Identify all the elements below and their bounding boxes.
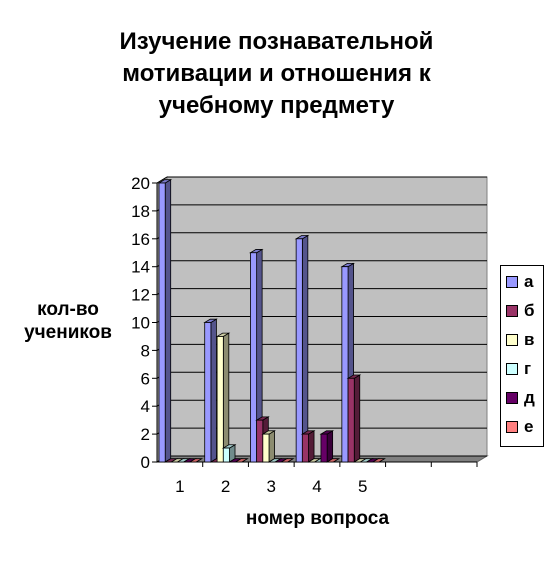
y-tick-label: 10 — [131, 314, 150, 333]
chart-title-line-1: Изучение познавательной — [119, 28, 434, 55]
legend-item: е — [506, 417, 533, 437]
chart-title-line-3: учебному предмету — [158, 92, 395, 119]
x-tick-label: 2 — [221, 477, 230, 496]
bar — [221, 444, 237, 463]
legend-swatch — [506, 334, 518, 346]
legend-label: е — [524, 417, 534, 436]
y-axis-title-line-1: кол-во — [37, 299, 99, 320]
legend-swatch — [506, 363, 518, 375]
bar — [346, 374, 362, 463]
bar — [371, 458, 387, 463]
y-tick-label: 14 — [131, 258, 150, 277]
legend-swatch — [506, 392, 518, 404]
legend-label: б — [524, 301, 535, 320]
x-tick-label: 5 — [358, 477, 367, 496]
y-tick-label: 18 — [131, 202, 150, 221]
legend-swatch — [506, 305, 518, 317]
y-axis-title: кол-во учеников — [10, 298, 126, 344]
chart-title: Изучение познавательной мотивации и отно… — [0, 26, 553, 122]
bar — [261, 430, 276, 463]
y-tick-label: 0 — [141, 453, 150, 472]
x-tick-label: 1 — [175, 477, 184, 496]
chart-title-line-2: мотивации и отношения к — [122, 60, 431, 87]
bar — [279, 458, 295, 463]
bar — [319, 430, 335, 463]
bar — [248, 248, 264, 463]
legend-item: в — [506, 330, 534, 350]
y-tick-label: 12 — [131, 286, 150, 305]
x-tick-label: 4 — [312, 477, 321, 496]
y-tick-label: 20 — [131, 174, 150, 193]
y-tick-label: 16 — [131, 230, 150, 249]
bar — [325, 458, 341, 463]
bar — [294, 234, 310, 463]
bar — [188, 458, 204, 463]
x-tick-label: 3 — [267, 477, 276, 496]
bar — [203, 318, 218, 463]
bar — [157, 178, 173, 463]
y-tick-label: 8 — [141, 341, 150, 360]
y-axis-title-line-2: учеников — [24, 322, 112, 343]
legend-label: а — [524, 272, 534, 291]
legend-swatch — [506, 276, 518, 288]
gridline-side — [156, 176, 168, 184]
legend-label: д — [524, 388, 535, 407]
legend-label: в — [524, 330, 535, 349]
x-axis-title: номер вопроса — [245, 508, 390, 529]
bar — [215, 332, 231, 463]
legend-item: б — [506, 301, 535, 321]
legend-item: д — [506, 388, 535, 408]
legend-item: г — [506, 359, 531, 379]
y-tick-label: 6 — [141, 369, 150, 388]
legend-item: а — [506, 272, 533, 292]
legend-swatch — [506, 421, 518, 433]
bar — [234, 458, 249, 463]
y-tick-label: 2 — [141, 425, 150, 444]
legend-label: г — [524, 359, 532, 378]
y-tick-label: 4 — [141, 397, 150, 416]
bar — [300, 430, 316, 463]
